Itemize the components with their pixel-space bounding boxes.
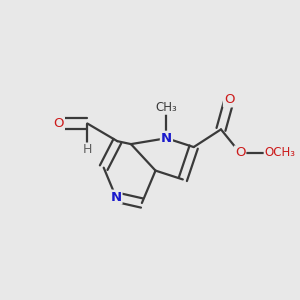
- Text: N: N: [161, 132, 172, 145]
- Text: O: O: [235, 146, 245, 159]
- Text: O: O: [224, 93, 234, 106]
- Text: O: O: [53, 117, 64, 130]
- Text: OCH₃: OCH₃: [265, 146, 296, 159]
- Text: CH₃: CH₃: [155, 101, 177, 114]
- Text: N: N: [110, 190, 122, 204]
- Text: H: H: [82, 143, 92, 157]
